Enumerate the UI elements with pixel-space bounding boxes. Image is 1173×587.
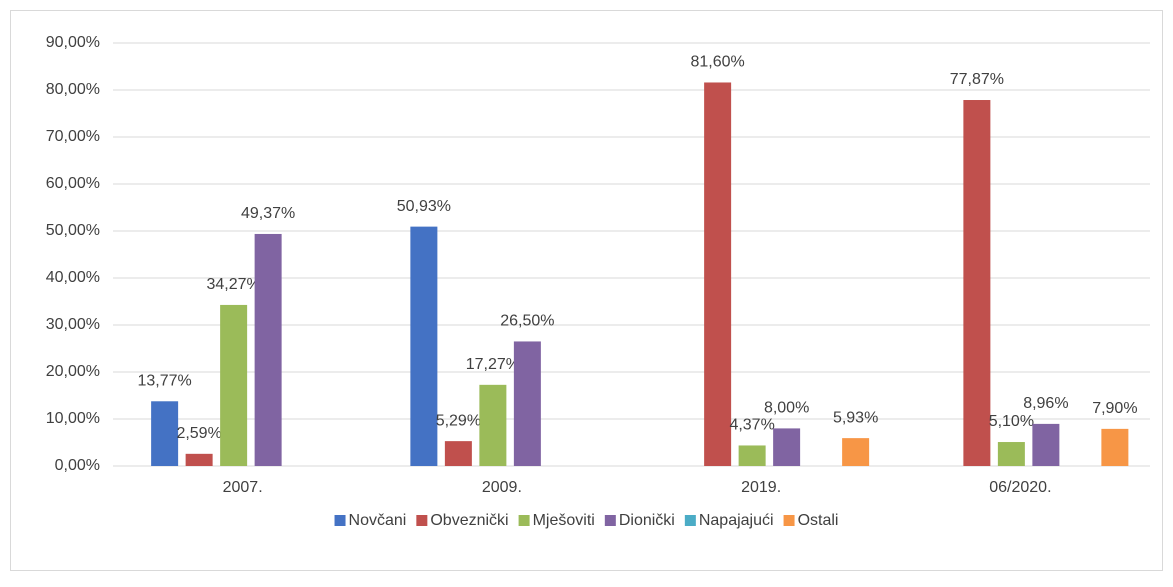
data-label: 77,87% bbox=[950, 71, 1004, 88]
data-label: 8,96% bbox=[1023, 395, 1068, 412]
data-label: 17,27% bbox=[466, 356, 520, 373]
y-tick-label: 0,00% bbox=[55, 457, 100, 474]
data-label: 7,90% bbox=[1092, 400, 1137, 417]
legend-label: Napajajući bbox=[699, 512, 774, 529]
data-label: 5,29% bbox=[436, 412, 481, 429]
bar bbox=[1101, 428, 1129, 466]
bar bbox=[185, 453, 213, 466]
data-label: 5,93% bbox=[833, 409, 878, 426]
data-label: 49,37% bbox=[241, 205, 295, 222]
x-tick-label: 06/2020. bbox=[989, 479, 1051, 496]
y-tick-label: 70,00% bbox=[46, 128, 100, 145]
data-label: 13,77% bbox=[137, 372, 191, 389]
bar bbox=[842, 438, 870, 466]
bar bbox=[963, 100, 991, 467]
bar bbox=[513, 341, 541, 466]
legend-label: Ostali bbox=[798, 512, 839, 529]
legend-swatch bbox=[684, 515, 696, 526]
legend-swatch bbox=[783, 515, 795, 526]
y-tick-label: 20,00% bbox=[46, 363, 100, 380]
bar bbox=[704, 82, 732, 466]
bar bbox=[479, 384, 507, 466]
bar bbox=[1032, 423, 1060, 466]
data-label: 81,60% bbox=[690, 54, 744, 71]
bar bbox=[151, 401, 179, 466]
bar bbox=[254, 233, 282, 466]
data-label: 2,59% bbox=[176, 425, 221, 442]
bar bbox=[773, 428, 801, 466]
legend-swatch bbox=[334, 515, 346, 526]
legend-label: Obveznički bbox=[430, 512, 508, 529]
legend-swatch bbox=[416, 515, 428, 526]
bar bbox=[220, 304, 248, 466]
data-label: 5,10% bbox=[989, 413, 1034, 430]
y-tick-label: 10,00% bbox=[46, 410, 100, 427]
x-tick-label: 2007. bbox=[223, 479, 263, 496]
legend-label: Novčani bbox=[349, 512, 407, 529]
x-tick-label: 2019. bbox=[741, 479, 781, 496]
x-tick-label: 2009. bbox=[482, 479, 522, 496]
legend-swatch bbox=[604, 515, 616, 526]
y-tick-label: 90,00% bbox=[46, 34, 100, 51]
y-tick-label: 40,00% bbox=[46, 269, 100, 286]
y-tick-label: 80,00% bbox=[46, 81, 100, 98]
data-label: 26,50% bbox=[500, 313, 554, 330]
legend-swatch bbox=[518, 515, 530, 526]
data-label: 4,37% bbox=[729, 417, 774, 434]
legend-label: Mješoviti bbox=[533, 512, 595, 529]
bar bbox=[410, 226, 438, 466]
data-label: 34,27% bbox=[206, 276, 260, 293]
y-tick-label: 50,00% bbox=[46, 222, 100, 239]
y-tick-label: 30,00% bbox=[46, 316, 100, 333]
bar bbox=[738, 445, 766, 466]
data-label: 50,93% bbox=[397, 198, 451, 215]
data-label: 8,00% bbox=[764, 400, 809, 417]
y-tick-label: 60,00% bbox=[46, 175, 100, 192]
bar bbox=[997, 442, 1025, 466]
bar bbox=[444, 441, 472, 466]
legend-label: Dionički bbox=[619, 512, 675, 529]
